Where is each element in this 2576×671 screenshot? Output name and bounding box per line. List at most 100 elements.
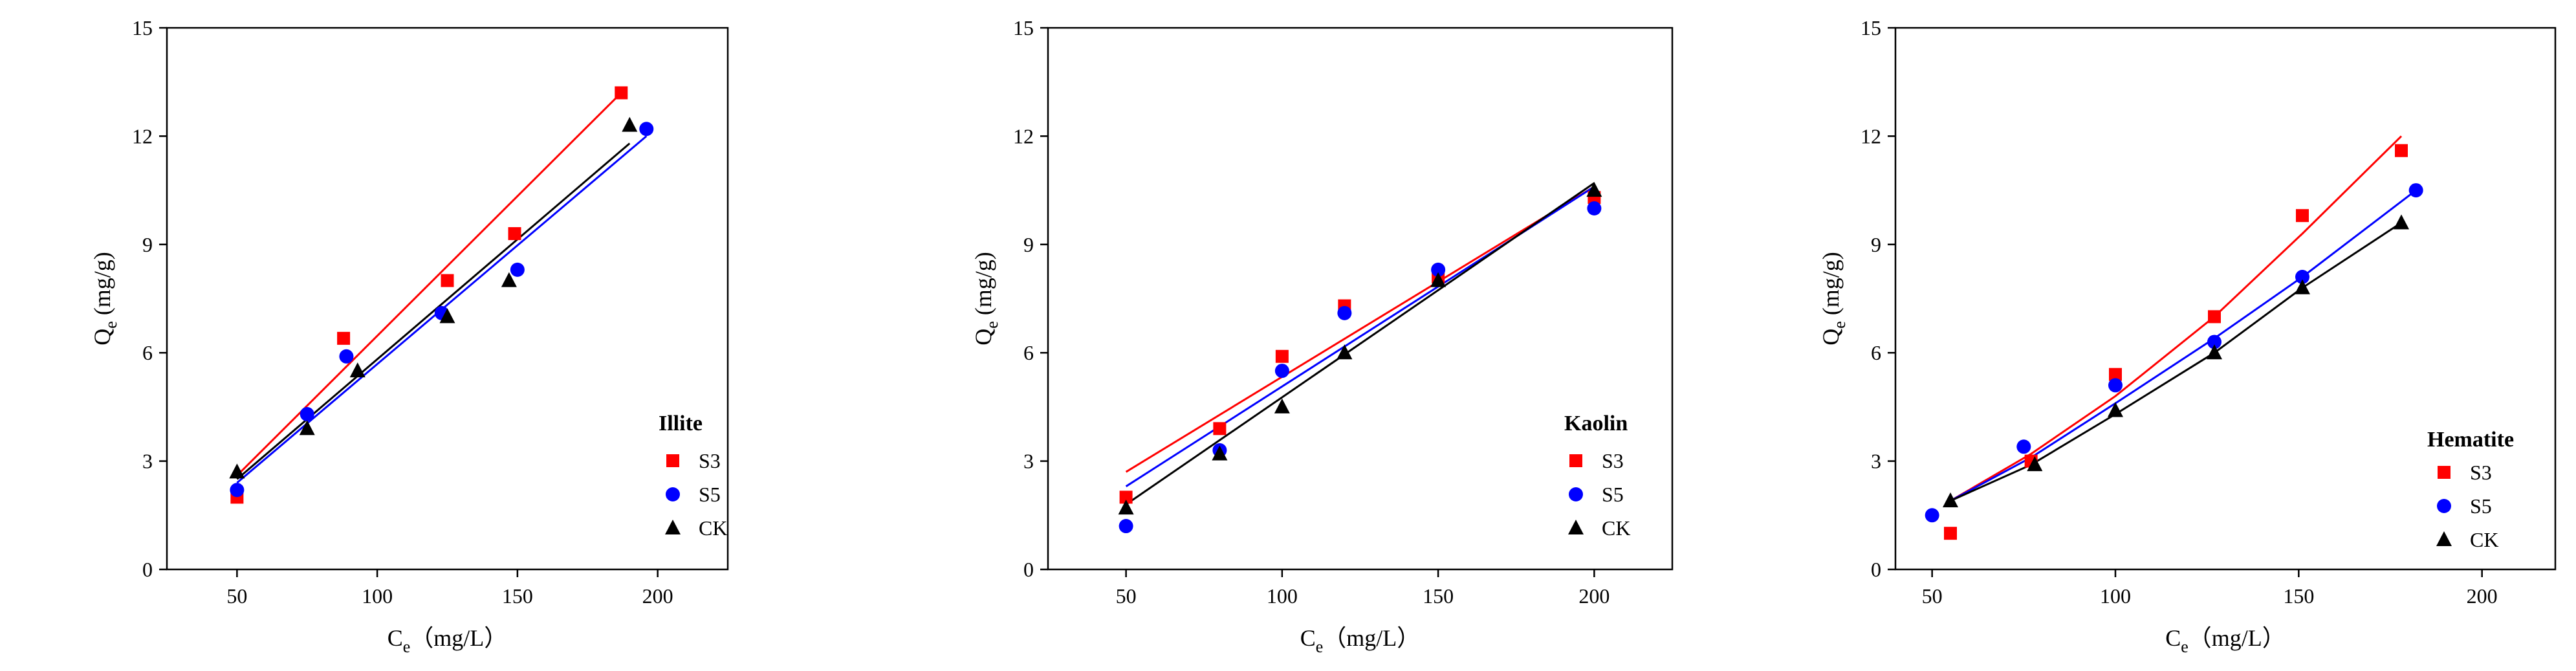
y-tick-label: 3	[1023, 450, 1034, 473]
data-point-s5	[300, 407, 314, 422]
data-point-s5	[639, 122, 654, 137]
data-point-ck	[1430, 272, 1446, 287]
legend-marker-s5	[666, 487, 680, 501]
data-point-s3	[508, 227, 521, 241]
data-point-s3	[441, 274, 454, 287]
data-point-ck	[1337, 344, 1353, 360]
data-point-ck	[501, 272, 517, 287]
legend-label-s3: S3	[699, 449, 721, 472]
y-tick-label: 9	[1023, 233, 1034, 256]
data-point-s5	[230, 483, 245, 498]
x-axis-label: Ce（mg/L）	[2165, 625, 2286, 656]
data-point-s5	[1925, 508, 1939, 523]
x-tick-label: 100	[2100, 584, 2131, 608]
data-point-ck	[2295, 279, 2310, 294]
data-point-s3	[615, 86, 628, 100]
legend-marker-ck	[665, 520, 681, 534]
x-tick-label: 50	[226, 584, 247, 608]
data-point-ck	[299, 420, 315, 435]
data-point-ck	[1118, 500, 1134, 515]
data-point-ck	[1274, 398, 1290, 413]
y-tick-label: 0	[142, 558, 153, 581]
data-point-s5	[2295, 270, 2309, 285]
legend-marker-ck	[2436, 531, 2452, 546]
y-tick-label: 12	[132, 124, 153, 148]
data-point-ck	[2394, 214, 2409, 230]
data-point-s5	[1337, 305, 1352, 320]
data-point-s5	[1119, 519, 1133, 534]
legend-marker-s3	[666, 454, 679, 467]
legend-label-s5: S5	[2470, 494, 2492, 518]
y-tick-label: 15	[1013, 16, 1034, 39]
fit-line-s5	[1950, 189, 2417, 502]
legend-label-s3: S3	[1602, 449, 1624, 472]
data-point-ck	[229, 463, 245, 479]
data-point-ck	[1586, 182, 1602, 197]
chart-panel-kaolin: 50 100 150 200 0 3 6 9 12 15 Ce（mg/L） Qe (mg/g) Kaol…	[970, 16, 1674, 656]
legend-marker-s5	[2437, 499, 2451, 513]
data-point-s3	[1944, 527, 1957, 540]
y-tick-label: 12	[1013, 124, 1034, 148]
x-tick-label: 150	[1423, 584, 1454, 608]
legend-label-ck: CK	[2470, 528, 2498, 551]
plot-frame	[166, 27, 729, 571]
x-tick-label: 100	[362, 584, 393, 608]
y-axis-label: Qe (mg/g)	[1818, 252, 1849, 346]
data-point-s5	[2016, 439, 2031, 454]
y-tick-label: 6	[142, 341, 153, 364]
legend-marker-ck	[1568, 520, 1584, 534]
x-tick-label: 200	[1578, 584, 1610, 608]
data-point-s5	[2108, 378, 2123, 393]
data-point-s5	[510, 262, 525, 277]
legend-label-s5: S5	[1602, 483, 1624, 506]
data-point-ck	[1212, 445, 1228, 461]
legend-marker-s5	[1569, 487, 1583, 501]
y-tick-label: 9	[1871, 233, 1881, 256]
data-point-s3	[1213, 422, 1227, 435]
legend-label-ck: CK	[699, 516, 727, 540]
data-point-s3	[1119, 490, 1133, 504]
data-point-ck	[349, 362, 366, 378]
data-point-ck	[1943, 492, 1958, 507]
data-point-s5	[1431, 262, 1446, 277]
legend-label-s3: S3	[2470, 461, 2492, 484]
fit-line-ck	[236, 142, 631, 480]
y-tick-label: 0	[1023, 558, 1034, 581]
legend-title: Hematite	[2427, 428, 2514, 452]
y-tick-label: 6	[1871, 341, 1881, 364]
x-tick-label: 50	[1116, 584, 1137, 608]
legend-label-ck: CK	[1602, 516, 1630, 540]
data-point-s5	[339, 349, 354, 364]
y-axis-label: Qe (mg/g)	[970, 252, 1001, 346]
data-point-s3	[2109, 368, 2122, 381]
data-point-ck	[2207, 344, 2222, 360]
data-point-s5	[1274, 364, 1289, 379]
y-tick-label: 6	[1023, 341, 1034, 364]
data-point-s5	[2207, 335, 2221, 349]
y-tick-label: 3	[1871, 450, 1881, 473]
data-point-ck	[622, 116, 638, 132]
data-point-s3	[337, 331, 351, 345]
y-tick-label: 12	[1861, 124, 1881, 148]
x-tick-label: 150	[502, 584, 533, 608]
legend-marker-s3	[2438, 466, 2450, 479]
fit-line-ck	[1125, 182, 1595, 505]
plot-frame	[1894, 27, 2557, 571]
data-point-ck	[2027, 456, 2043, 472]
fit-line-s3	[1950, 135, 2403, 502]
y-tick-label: 3	[142, 450, 153, 473]
data-point-s3	[2208, 310, 2221, 324]
x-tick-label: 150	[2283, 584, 2314, 608]
x-tick-label: 200	[642, 584, 673, 608]
data-point-ck	[439, 308, 455, 324]
chart-panel-hematite: 50 100 150 200 0 3 6 9 12 15 Ce（mg/L） Qe (mg/g) Hema…	[1818, 16, 2557, 656]
fit-line-s3	[1125, 186, 1595, 473]
data-point-s5	[1587, 201, 1602, 215]
data-point-s5	[2408, 183, 2423, 198]
x-axis-label: Ce（mg/L）	[387, 625, 508, 656]
x-tick-label: 50	[1922, 584, 1943, 608]
chart-panel-illite: 50 100 150 200 0 3 6 9 12 15 Ce（mg/L） Qe (mg/g) Illi…	[89, 16, 729, 656]
legend-title: Kaolin	[1564, 412, 1628, 435]
y-tick-label: 0	[1871, 558, 1881, 581]
x-axis-label: Ce（mg/L）	[1300, 625, 1421, 656]
